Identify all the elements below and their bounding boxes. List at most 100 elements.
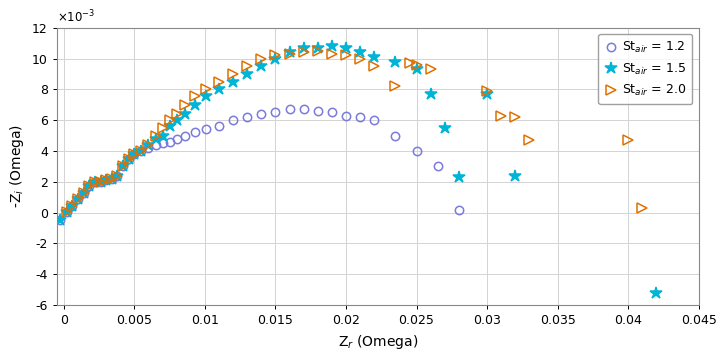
St$_{air}$ = 2.0 bbox=[391, 84, 399, 88]
St$_{air}$ = 1.2 bbox=[299, 107, 308, 112]
St$_{air}$ = 2.0 bbox=[119, 164, 128, 168]
St$_{air}$ = 1.5 bbox=[313, 46, 322, 50]
St$_{air}$ = 2.0 bbox=[271, 53, 280, 57]
St$_{air}$ = 2.0 bbox=[243, 64, 252, 68]
St$_{air}$ = 1.5 bbox=[181, 112, 189, 116]
Line: St$_{air}$ = 1.5: St$_{air}$ = 1.5 bbox=[54, 40, 663, 299]
St$_{air}$ = 1.5 bbox=[328, 44, 336, 48]
St$_{air}$ = 1.2 bbox=[91, 180, 99, 184]
St$_{air}$ = 1.5 bbox=[370, 55, 378, 59]
St$_{air}$ = 1.5 bbox=[130, 152, 138, 156]
St$_{air}$ = 2.0 bbox=[68, 204, 77, 209]
St$_{air}$ = 1.5 bbox=[271, 56, 280, 61]
St$_{air}$ = 1.2 bbox=[229, 118, 238, 122]
St$_{air}$ = 1.2 bbox=[165, 140, 174, 144]
St$_{air}$ = 1.2 bbox=[119, 164, 128, 168]
St$_{air}$ = 1.5 bbox=[356, 50, 365, 55]
St$_{air}$ = 1.5 bbox=[113, 173, 122, 178]
St$_{air}$ = 2.0 bbox=[638, 206, 647, 210]
St$_{air}$ = 2.0 bbox=[313, 49, 322, 53]
St$_{air}$ = 2.0 bbox=[113, 173, 122, 178]
St$_{air}$ = 1.5 bbox=[511, 173, 520, 178]
St$_{air}$ = 1.2 bbox=[391, 134, 399, 138]
St$_{air}$ = 1.2 bbox=[356, 115, 365, 119]
St$_{air}$ = 1.2 bbox=[85, 184, 94, 188]
St$_{air}$ = 2.0 bbox=[165, 118, 174, 122]
St$_{air}$ = 2.0 bbox=[62, 210, 71, 214]
X-axis label: Z$_r$ (Omega): Z$_r$ (Omega) bbox=[338, 333, 418, 351]
St$_{air}$ = 1.5 bbox=[91, 180, 99, 184]
St$_{air}$ = 2.0 bbox=[356, 56, 365, 61]
St$_{air}$ = 2.0 bbox=[74, 197, 83, 201]
St$_{air}$ = 1.5 bbox=[202, 93, 211, 98]
St$_{air}$ = 1.5 bbox=[152, 136, 160, 141]
St$_{air}$ = 2.0 bbox=[285, 52, 294, 56]
St$_{air}$ = 2.0 bbox=[405, 61, 414, 65]
Legend: St$_{air}$ = 1.2, St$_{air}$ = 1.5, St$_{air}$ = 2.0: St$_{air}$ = 1.2, St$_{air}$ = 1.5, St$_… bbox=[598, 34, 692, 104]
St$_{air}$ = 1.5 bbox=[215, 87, 223, 92]
St$_{air}$ = 1.2 bbox=[243, 115, 252, 119]
St$_{air}$ = 1.2 bbox=[257, 112, 266, 116]
St$_{air}$ = 2.0 bbox=[202, 87, 211, 92]
St$_{air}$ = 2.0 bbox=[257, 56, 266, 61]
St$_{air}$ = 1.2 bbox=[56, 218, 65, 222]
St$_{air}$ = 2.0 bbox=[181, 103, 189, 107]
St$_{air}$ = 1.5 bbox=[440, 126, 449, 130]
St$_{air}$ = 1.5 bbox=[257, 64, 266, 68]
St$_{air}$ = 1.5 bbox=[341, 46, 350, 50]
St$_{air}$ = 1.2 bbox=[413, 149, 421, 153]
Line: St$_{air}$ = 2.0: St$_{air}$ = 2.0 bbox=[62, 46, 647, 217]
St$_{air}$ = 1.2 bbox=[328, 110, 336, 115]
St$_{air}$ = 1.5 bbox=[85, 184, 94, 188]
St$_{air}$ = 1.5 bbox=[652, 290, 660, 295]
St$_{air}$ = 1.2 bbox=[125, 157, 133, 161]
St$_{air}$ = 1.2 bbox=[202, 127, 211, 131]
St$_{air}$ = 2.0 bbox=[102, 178, 110, 182]
St$_{air}$ = 1.2 bbox=[341, 113, 350, 118]
St$_{air}$ = 1.5 bbox=[455, 175, 463, 180]
Y-axis label: -Z$_i$ (Omega): -Z$_i$ (Omega) bbox=[8, 124, 26, 209]
St$_{air}$ = 1.2 bbox=[313, 109, 322, 113]
St$_{air}$ = 1.5 bbox=[79, 190, 88, 195]
St$_{air}$ = 1.2 bbox=[144, 146, 153, 150]
St$_{air}$ = 1.5 bbox=[119, 164, 128, 168]
St$_{air}$ = 1.5 bbox=[191, 103, 199, 107]
St$_{air}$ = 2.0 bbox=[107, 177, 116, 181]
St$_{air}$ = 1.5 bbox=[426, 92, 435, 96]
St$_{air}$ = 2.0 bbox=[497, 113, 505, 118]
St$_{air}$ = 2.0 bbox=[144, 143, 153, 147]
St$_{air}$ = 1.5 bbox=[125, 157, 133, 161]
St$_{air}$ = 1.2 bbox=[102, 178, 110, 182]
St$_{air}$ = 2.0 bbox=[624, 138, 632, 143]
St$_{air}$ = 2.0 bbox=[328, 52, 336, 56]
St$_{air}$ = 1.2 bbox=[181, 134, 189, 138]
St$_{air}$ = 1.5 bbox=[56, 218, 65, 222]
St$_{air}$ = 1.2 bbox=[79, 190, 88, 195]
St$_{air}$ = 1.5 bbox=[158, 134, 167, 138]
St$_{air}$ = 1.5 bbox=[243, 72, 252, 76]
St$_{air}$ = 2.0 bbox=[370, 64, 378, 68]
St$_{air}$ = 2.0 bbox=[511, 115, 520, 119]
St$_{air}$ = 1.2 bbox=[271, 110, 280, 115]
St$_{air}$ = 1.5 bbox=[391, 60, 399, 64]
St$_{air}$ = 2.0 bbox=[152, 134, 160, 138]
St$_{air}$ = 1.2 bbox=[191, 130, 199, 135]
St$_{air}$ = 1.5 bbox=[96, 180, 105, 184]
St$_{air}$ = 1.2 bbox=[158, 141, 167, 145]
St$_{air}$ = 2.0 bbox=[158, 126, 167, 130]
St$_{air}$ = 1.2 bbox=[74, 197, 83, 201]
St$_{air}$ = 1.5 bbox=[229, 79, 238, 84]
St$_{air}$ = 2.0 bbox=[525, 138, 534, 143]
St$_{air}$ = 1.2 bbox=[215, 124, 223, 129]
St$_{air}$ = 2.0 bbox=[191, 93, 199, 98]
Text: $\times10^{-3}$: $\times10^{-3}$ bbox=[57, 8, 95, 25]
St$_{air}$ = 1.5 bbox=[413, 67, 421, 71]
St$_{air}$ = 1.5 bbox=[144, 143, 153, 147]
St$_{air}$ = 2.0 bbox=[173, 112, 181, 116]
St$_{air}$ = 1.2 bbox=[137, 149, 146, 153]
St$_{air}$ = 2.0 bbox=[341, 53, 350, 57]
St$_{air}$ = 2.0 bbox=[426, 67, 435, 71]
St$_{air}$ = 1.2 bbox=[173, 136, 181, 141]
St$_{air}$ = 1.5 bbox=[107, 177, 116, 181]
St$_{air}$ = 1.5 bbox=[68, 204, 77, 209]
